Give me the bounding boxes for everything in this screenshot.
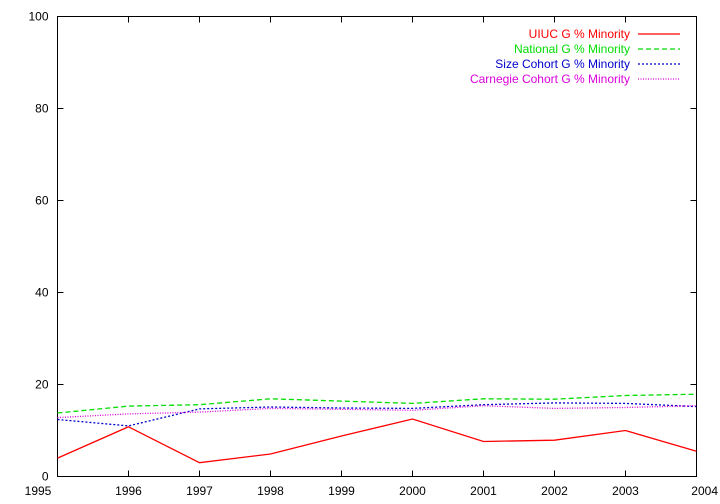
series-lines: [57, 393, 697, 464]
legend-label: UIUC G % Minority: [529, 27, 630, 41]
x-tick-label: 1997: [186, 484, 213, 498]
x-tick-label: 2001: [470, 484, 497, 498]
x-tick-label: 1995: [25, 484, 52, 498]
series-line-2: [57, 393, 697, 414]
axis-ticks: 0 20 40 60 80 100 1995 1996 1997 1998 1999 2000 2001…: [25, 10, 719, 499]
series-line-4: [57, 405, 697, 419]
x-tick-label: 1998: [257, 484, 284, 498]
legend-label: Size Cohort G % Minority: [495, 57, 630, 71]
x-tick-label: 2002: [541, 484, 568, 498]
y-tick-label: 20: [35, 378, 49, 392]
x-tick-label: 2004: [691, 484, 718, 498]
series-line-1: [57, 418, 697, 464]
plot-frame: [57, 16, 697, 477]
series-line-3: [57, 402, 697, 427]
legend-label: Carnegie Cohort G % Minority: [470, 72, 630, 86]
x-tick-label: 1996: [115, 484, 142, 498]
y-tick-label: 100: [28, 10, 48, 24]
x-tick-label: 1999: [328, 484, 355, 498]
legend-label: National G % Minority: [514, 42, 630, 56]
y-tick-label: 40: [35, 286, 49, 300]
y-tick-label: 60: [35, 194, 49, 208]
x-tick-label: 2000: [399, 484, 426, 498]
y-tick-label: 80: [35, 102, 49, 116]
y-tick-label: 0: [42, 470, 49, 484]
x-tick-label: 2003: [612, 484, 639, 498]
